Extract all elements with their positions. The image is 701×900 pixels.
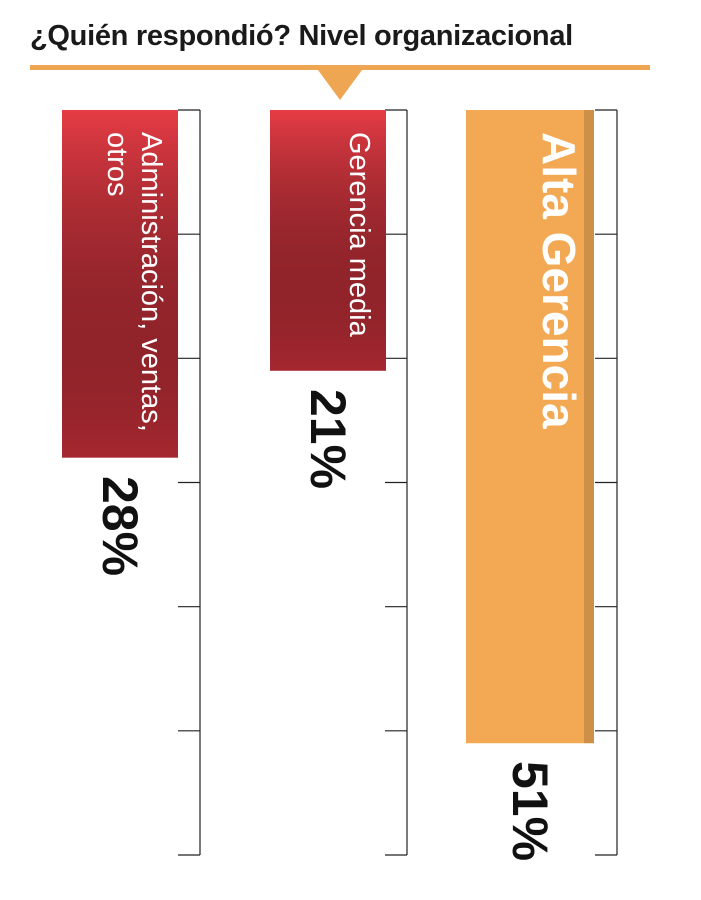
- value-label: 28%: [92, 475, 148, 576]
- title-pointer: [318, 70, 362, 100]
- bar-label: Administración, ventas, otros: [101, 132, 167, 432]
- title-rule: [30, 65, 650, 70]
- value-label: 21%: [300, 388, 356, 489]
- bar-label: Gerencia media: [343, 132, 375, 337]
- bar-edge: [584, 110, 594, 744]
- bar: [466, 110, 594, 744]
- chart-title: ¿Quién respondió? Nivel organizacional: [30, 20, 573, 52]
- bar-label: Alta Gerencia: [533, 132, 585, 429]
- value-label: 51%: [502, 761, 558, 862]
